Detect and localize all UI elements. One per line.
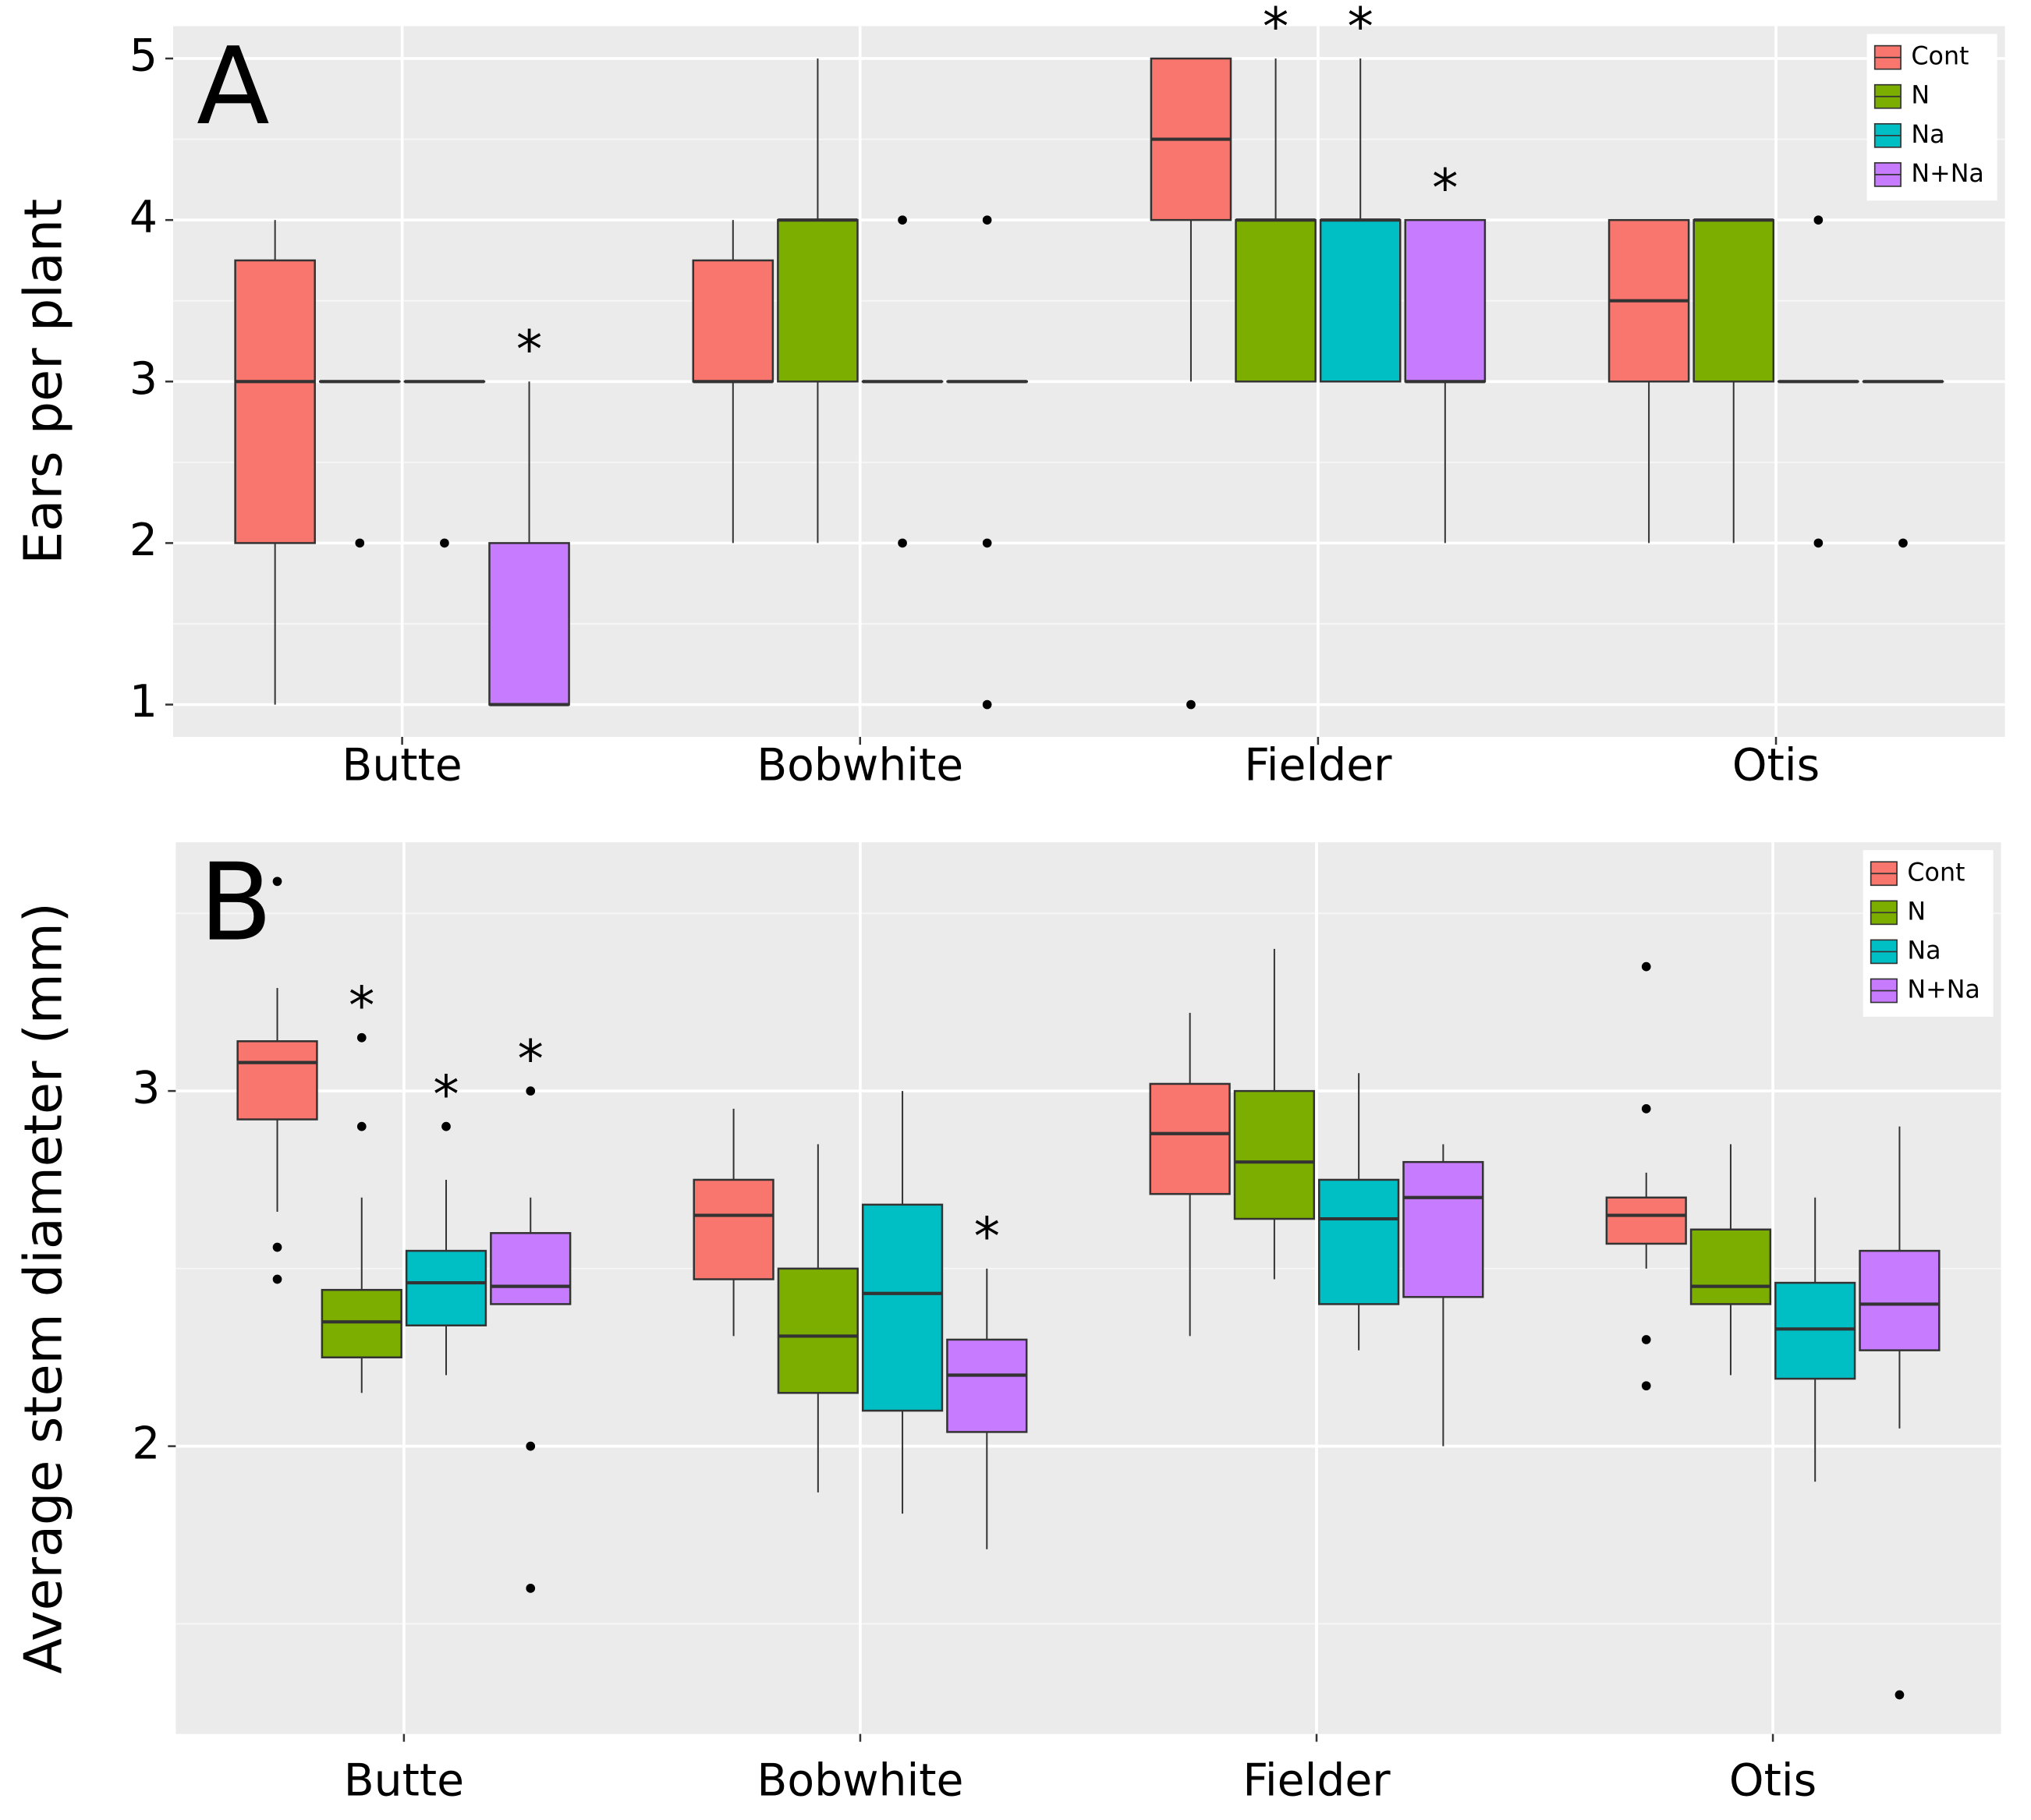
- panel: 1 2 3 4 5 Butte Bobwhite Fielder Otis Ears per pl…: [13, 0, 2005, 791]
- outlier: [1641, 961, 1651, 972]
- panel-label: A: [197, 25, 270, 149]
- x-tick-label: Butte: [342, 740, 462, 791]
- box: [1859, 1249, 1941, 1351]
- x-tick-label: Bobwhite: [757, 740, 963, 791]
- outlier: [441, 1121, 451, 1131]
- outlier: [526, 1086, 536, 1096]
- box: [1319, 218, 1402, 383]
- outlier: [1641, 1381, 1651, 1391]
- box: [236, 1040, 318, 1121]
- panel: 2 3 Butte Bobwhite Fielder Otis Average stem d…: [13, 841, 2001, 1807]
- outlier: [1813, 538, 1824, 548]
- y-tick-label: 1: [129, 676, 158, 728]
- outlier: [356, 1032, 367, 1043]
- box: [1689, 1228, 1772, 1305]
- y-axis-title: Ears per plant: [13, 199, 74, 565]
- annotation: *: [974, 1206, 1000, 1267]
- legend-label: N+Na: [1907, 976, 1980, 1004]
- annotation: *: [433, 1064, 459, 1124]
- box: [861, 1203, 944, 1412]
- legend-label: Cont: [1907, 859, 1965, 887]
- y-tick-label: 5: [129, 30, 158, 82]
- outlier: [272, 876, 282, 887]
- outlier: [526, 1441, 536, 1451]
- y-tick-label: 4: [129, 192, 158, 243]
- box: [1318, 1178, 1400, 1305]
- legend-label: Na: [1907, 937, 1941, 965]
- outlier: [1186, 699, 1196, 710]
- box: [777, 1267, 859, 1394]
- outlier: [982, 215, 992, 225]
- legend-label: N: [1911, 82, 1930, 110]
- outlier: [982, 699, 992, 710]
- box: [490, 1232, 572, 1305]
- x-tick-label: Otis: [1729, 1755, 1817, 1807]
- annotation: *: [516, 319, 542, 380]
- box: [693, 1178, 774, 1280]
- annotation: *: [1432, 158, 1458, 218]
- annotation: *: [1263, 0, 1288, 57]
- annotation: *: [349, 976, 374, 1036]
- y-axis-title: Average stem diameter (mm): [13, 902, 74, 1674]
- legend-label: Na: [1911, 121, 1944, 149]
- outlier: [1641, 1335, 1651, 1344]
- y-tick-label: 3: [132, 1063, 160, 1114]
- outlier: [440, 538, 449, 548]
- box: [405, 1249, 487, 1326]
- outlier: [526, 1584, 536, 1593]
- outlier: [355, 538, 365, 548]
- y-tick-label: 2: [132, 1418, 160, 1469]
- box: [1402, 1160, 1484, 1298]
- box: [488, 542, 570, 706]
- box: [1149, 1082, 1231, 1195]
- box: [321, 1288, 402, 1358]
- outlier: [1813, 215, 1824, 225]
- outlier: [982, 538, 992, 548]
- legend-label: N: [1907, 898, 1926, 926]
- outlier: [272, 1274, 282, 1284]
- box: [1404, 218, 1487, 383]
- outlier: [898, 538, 907, 548]
- box: [946, 1338, 1028, 1433]
- annotation: *: [1348, 0, 1373, 57]
- y-tick-label: 3: [129, 353, 158, 405]
- box: [777, 218, 859, 383]
- outlier: [272, 1242, 282, 1252]
- x-tick-label: Otis: [1732, 740, 1820, 791]
- box: [1233, 1089, 1316, 1220]
- x-tick-label: Fielder: [1242, 1755, 1391, 1807]
- box: [234, 259, 316, 544]
- legend-label: Cont: [1911, 43, 1969, 71]
- outlier: [898, 215, 907, 225]
- annotation: *: [518, 1029, 544, 1089]
- x-tick-label: Butte: [344, 1755, 464, 1807]
- box: [1774, 1281, 1856, 1380]
- box: [1692, 218, 1775, 383]
- x-tick-label: Fielder: [1244, 740, 1392, 791]
- outlier: [1895, 1690, 1905, 1700]
- x-tick-label: Bobwhite: [757, 1755, 963, 1807]
- box: [692, 259, 774, 383]
- box: [1235, 218, 1317, 383]
- y-tick-label: 2: [129, 515, 158, 566]
- outlier: [1898, 538, 1908, 548]
- outlier: [356, 1121, 367, 1131]
- panel-label: B: [199, 841, 272, 965]
- outlier: [1641, 1104, 1651, 1114]
- legend-label: N+Na: [1911, 160, 1983, 188]
- box: [1605, 1196, 1687, 1245]
